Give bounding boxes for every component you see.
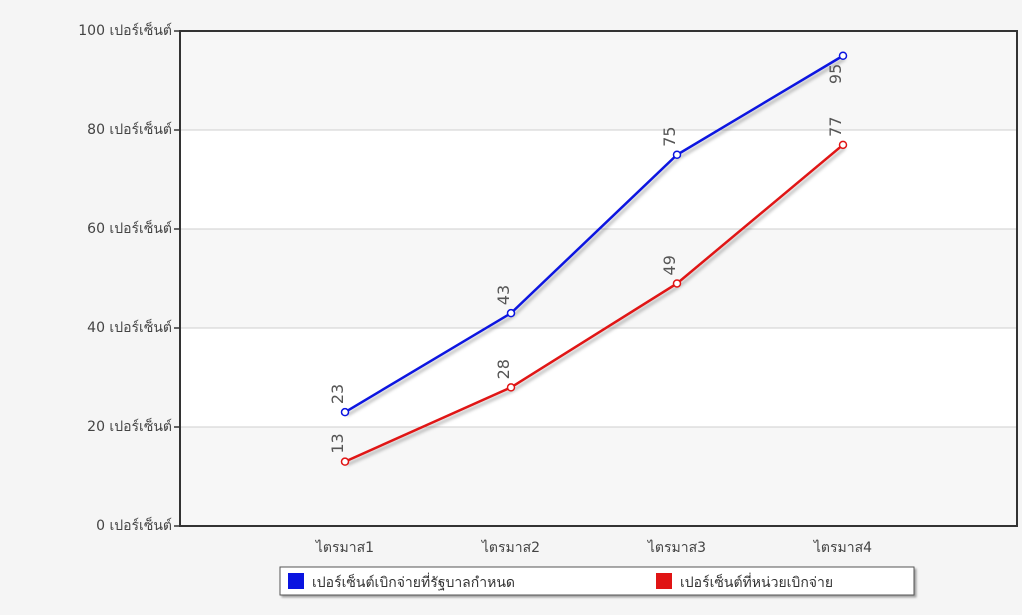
series-point bbox=[506, 383, 516, 392]
legend-box bbox=[279, 566, 915, 596]
data-label: 95 bbox=[826, 64, 845, 84]
series-point bbox=[838, 140, 848, 150]
data-label: 28 bbox=[494, 359, 513, 379]
y-tick-label: 60 เปอร์เซ็นต์ bbox=[87, 219, 172, 237]
x-tick-label: ไตรมาส3 bbox=[647, 539, 706, 556]
plot-band bbox=[180, 427, 1017, 526]
x-axis: ไตรมาส1 ไตรมาส2 ไตรมาส3 ไตรมาส4 bbox=[315, 539, 872, 556]
series-line bbox=[344, 143, 844, 463]
data-label: 23 bbox=[328, 384, 347, 404]
series-point bbox=[672, 150, 682, 159]
legend: เปอร์เซ็นต์เบิกจ่ายที่รัฐบาลกำหนด เปอร์เซ… bbox=[279, 566, 915, 596]
y-axis: 0 เปอร์เซ็นต์ 20 เปอร์เซ็นต์ 40 เปอร์เซ็นต… bbox=[78, 21, 180, 534]
data-label: 43 bbox=[494, 285, 513, 305]
plot-bands bbox=[180, 31, 1017, 526]
series-2: 13 28 49 77 bbox=[328, 116, 848, 466]
y-tick-label: 20 เปอร์เซ็นต์ bbox=[87, 417, 172, 435]
plot-band bbox=[180, 229, 1017, 328]
y-tick-label: 0 เปอร์เซ็นต์ bbox=[96, 516, 172, 534]
series-point bbox=[340, 407, 350, 417]
y-tick-label: 40 เปอร์เซ็นต์ bbox=[87, 318, 172, 336]
series-point bbox=[672, 279, 682, 288]
legend-swatch bbox=[656, 573, 672, 589]
series-layer: 23 43 75 95 13 28 49 77 bbox=[328, 51, 848, 466]
legend-label: เปอร์เซ็นต์ที่หน่วยเบิกจ่าย bbox=[680, 573, 833, 591]
series-point bbox=[340, 457, 350, 466]
series-point bbox=[838, 51, 848, 60]
data-label: 77 bbox=[826, 116, 845, 136]
x-tick-label: ไตรมาส1 bbox=[315, 539, 374, 556]
data-label: 49 bbox=[660, 255, 679, 275]
series-1: 23 43 75 95 bbox=[328, 51, 848, 417]
x-tick-label: ไตรมาส2 bbox=[481, 539, 540, 556]
data-label: 75 bbox=[660, 126, 679, 146]
y-tick-label: 100 เปอร์เซ็นต์ bbox=[78, 21, 172, 39]
y-tick-label: 80 เปอร์เซ็นต์ bbox=[87, 120, 172, 138]
series-point bbox=[506, 308, 516, 318]
legend-label: เปอร์เซ็นต์เบิกจ่ายที่รัฐบาลกำหนด bbox=[312, 573, 515, 591]
legend-swatch bbox=[288, 573, 304, 589]
x-tick-label: ไตรมาส4 bbox=[813, 539, 872, 556]
series-line bbox=[344, 54, 844, 414]
data-label: 13 bbox=[328, 433, 347, 453]
plot-band bbox=[180, 31, 1017, 130]
plot-band bbox=[180, 328, 1017, 427]
plot-area-frame bbox=[179, 30, 1018, 527]
plot-band bbox=[180, 130, 1017, 229]
